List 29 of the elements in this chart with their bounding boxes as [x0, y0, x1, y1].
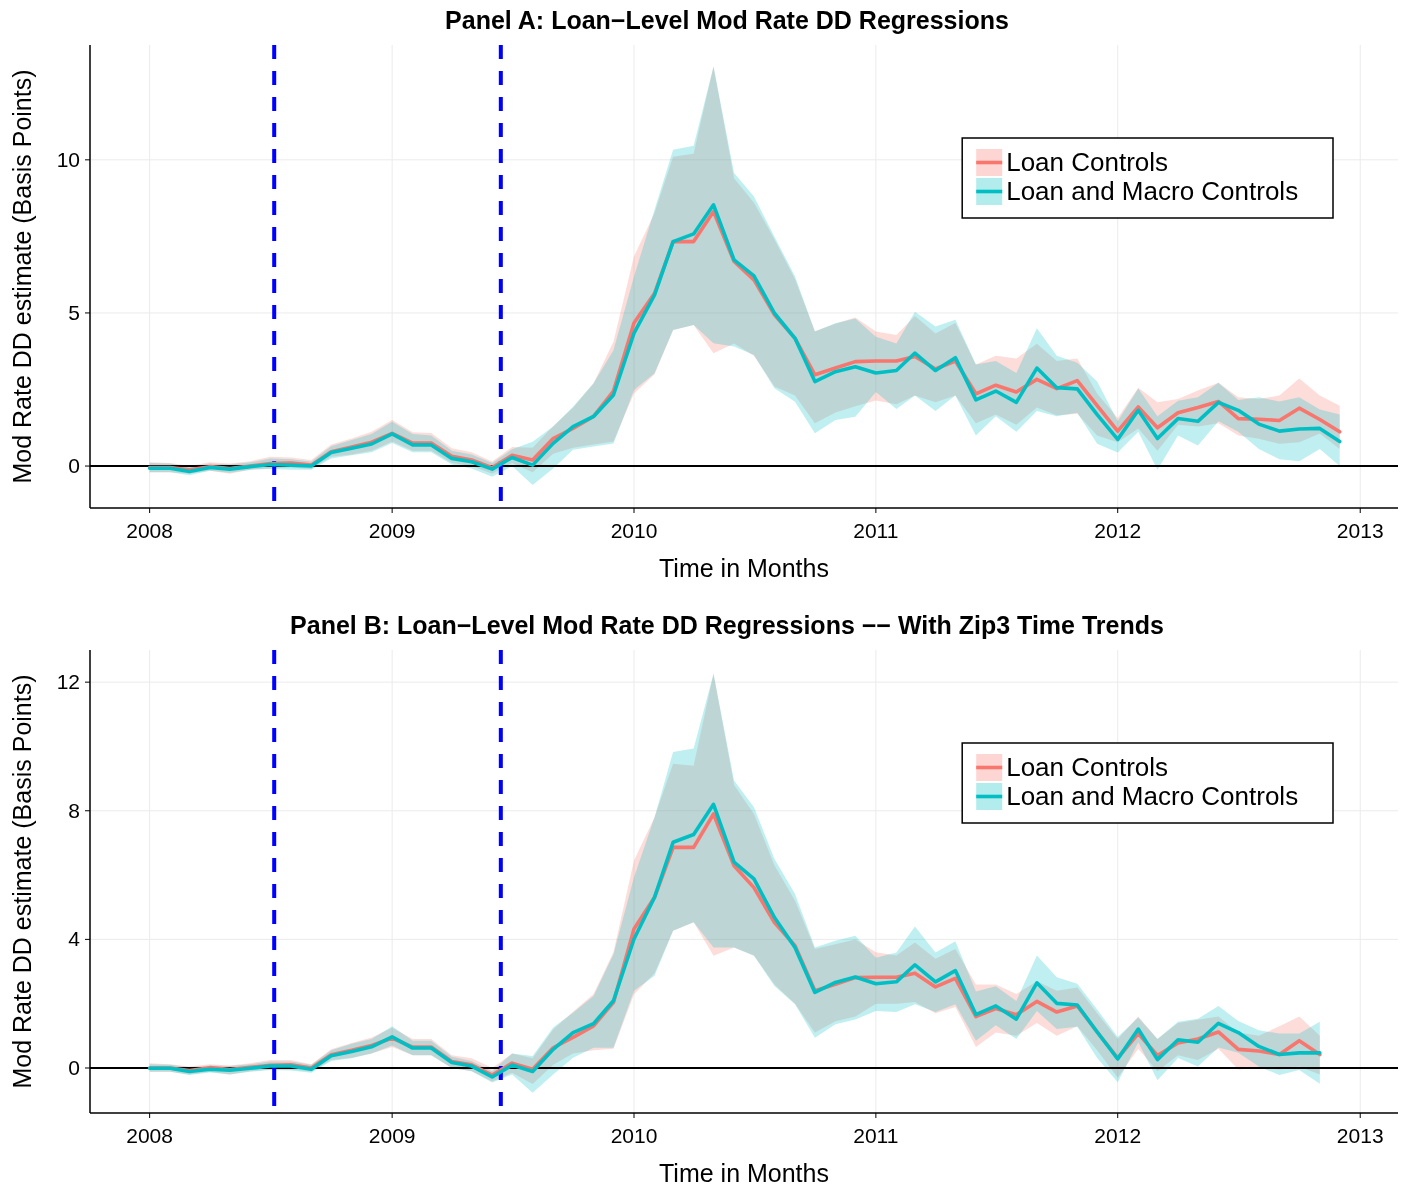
chart-title: Panel B: Loan−Level Mod Rate DD Regressions −− With Zip3 Time Trends — [290, 611, 1164, 639]
legend-label: Loan Controls — [1006, 147, 1169, 177]
y-axis-title: Mod Rate DD estimate (Basis Points) — [8, 69, 36, 484]
y-tick-label: 10 — [56, 147, 80, 171]
x-tick-label: 2011 — [853, 519, 899, 542]
y-tick-label: 0 — [68, 454, 80, 478]
x-tick-label: 2012 — [1094, 519, 1142, 542]
x-tick-label: 2008 — [126, 519, 173, 542]
y-tick-label: 12 — [56, 670, 80, 694]
legend-label: Loan and Macro Controls — [1006, 176, 1299, 206]
x-tick-label: 2013 — [1336, 519, 1384, 542]
y-tick-label: 0 — [68, 1055, 80, 1079]
x-tick-label: 2010 — [610, 1124, 658, 1147]
x-tick-label: 2009 — [368, 1124, 416, 1147]
legend-label: Loan and Macro Controls — [1006, 781, 1299, 811]
x-tick-label: 2009 — [368, 519, 416, 542]
x-tick-label: 2008 — [126, 1124, 173, 1147]
y-tick-label: 4 — [68, 927, 81, 951]
x-tick-label: 2011 — [853, 1124, 899, 1147]
x-tick-label: 2013 — [1336, 1124, 1384, 1147]
y-tick-label: 5 — [68, 300, 80, 324]
x-tick-label: 2012 — [1094, 1124, 1142, 1147]
legend-label: Loan Controls — [1006, 752, 1169, 782]
x-tick-label: 2010 — [610, 519, 658, 542]
y-axis-title: Mod Rate DD estimate (Basis Points) — [8, 674, 36, 1089]
chart-title: Panel A: Loan−Level Mod Rate DD Regressions — [445, 6, 1009, 34]
y-tick-label: 8 — [68, 798, 80, 822]
x-axis-title: Time in Months — [659, 554, 829, 582]
x-axis-title: Time in Months — [659, 1159, 829, 1187]
